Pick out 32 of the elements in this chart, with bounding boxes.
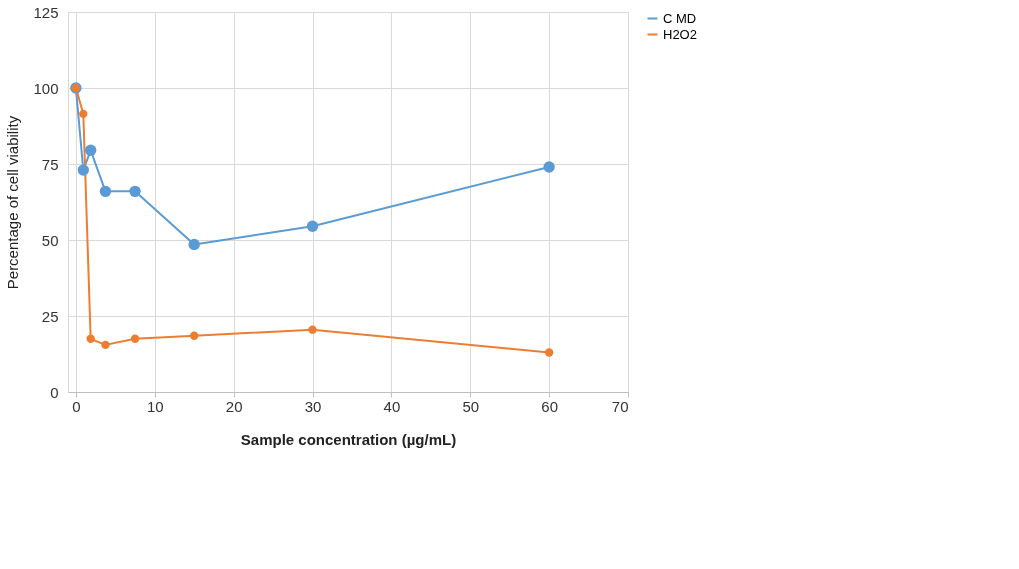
point [188,238,200,251]
point [543,161,555,173]
y-tick-label: 0 [50,383,59,401]
point [544,348,554,357]
x-tick-label: 30 [304,397,322,415]
point [130,334,140,343]
y-axis-title: Percentage of cell viability [4,115,22,290]
point [99,185,112,198]
point [101,340,110,350]
legend-label: H2O2 [663,26,697,42]
x-tick-label: 40 [383,397,401,415]
point [86,334,95,343]
point [306,220,319,233]
point [308,325,317,334]
point [129,185,141,198]
x-tick-label: 70 [611,397,629,415]
x-tick-label: 10 [146,397,164,415]
x-tick-label: 0 [72,397,81,415]
x-tick-label: 50 [462,397,480,415]
y-tick-label: 75 [41,155,59,173]
x-tick-label: 20 [225,397,243,415]
y-tick-label: 100 [33,79,59,97]
legend-label: C MD [663,10,697,26]
x-axis-title: Sample concentration (µg/mL) [240,430,457,448]
y-tick-label: 125 [33,3,59,21]
point [84,144,97,157]
point [77,164,89,176]
y-tick-label: 25 [41,307,59,325]
y-tick-label: 50 [41,231,59,249]
x-tick-label: 60 [541,397,558,415]
point [79,109,88,119]
point [190,331,199,340]
